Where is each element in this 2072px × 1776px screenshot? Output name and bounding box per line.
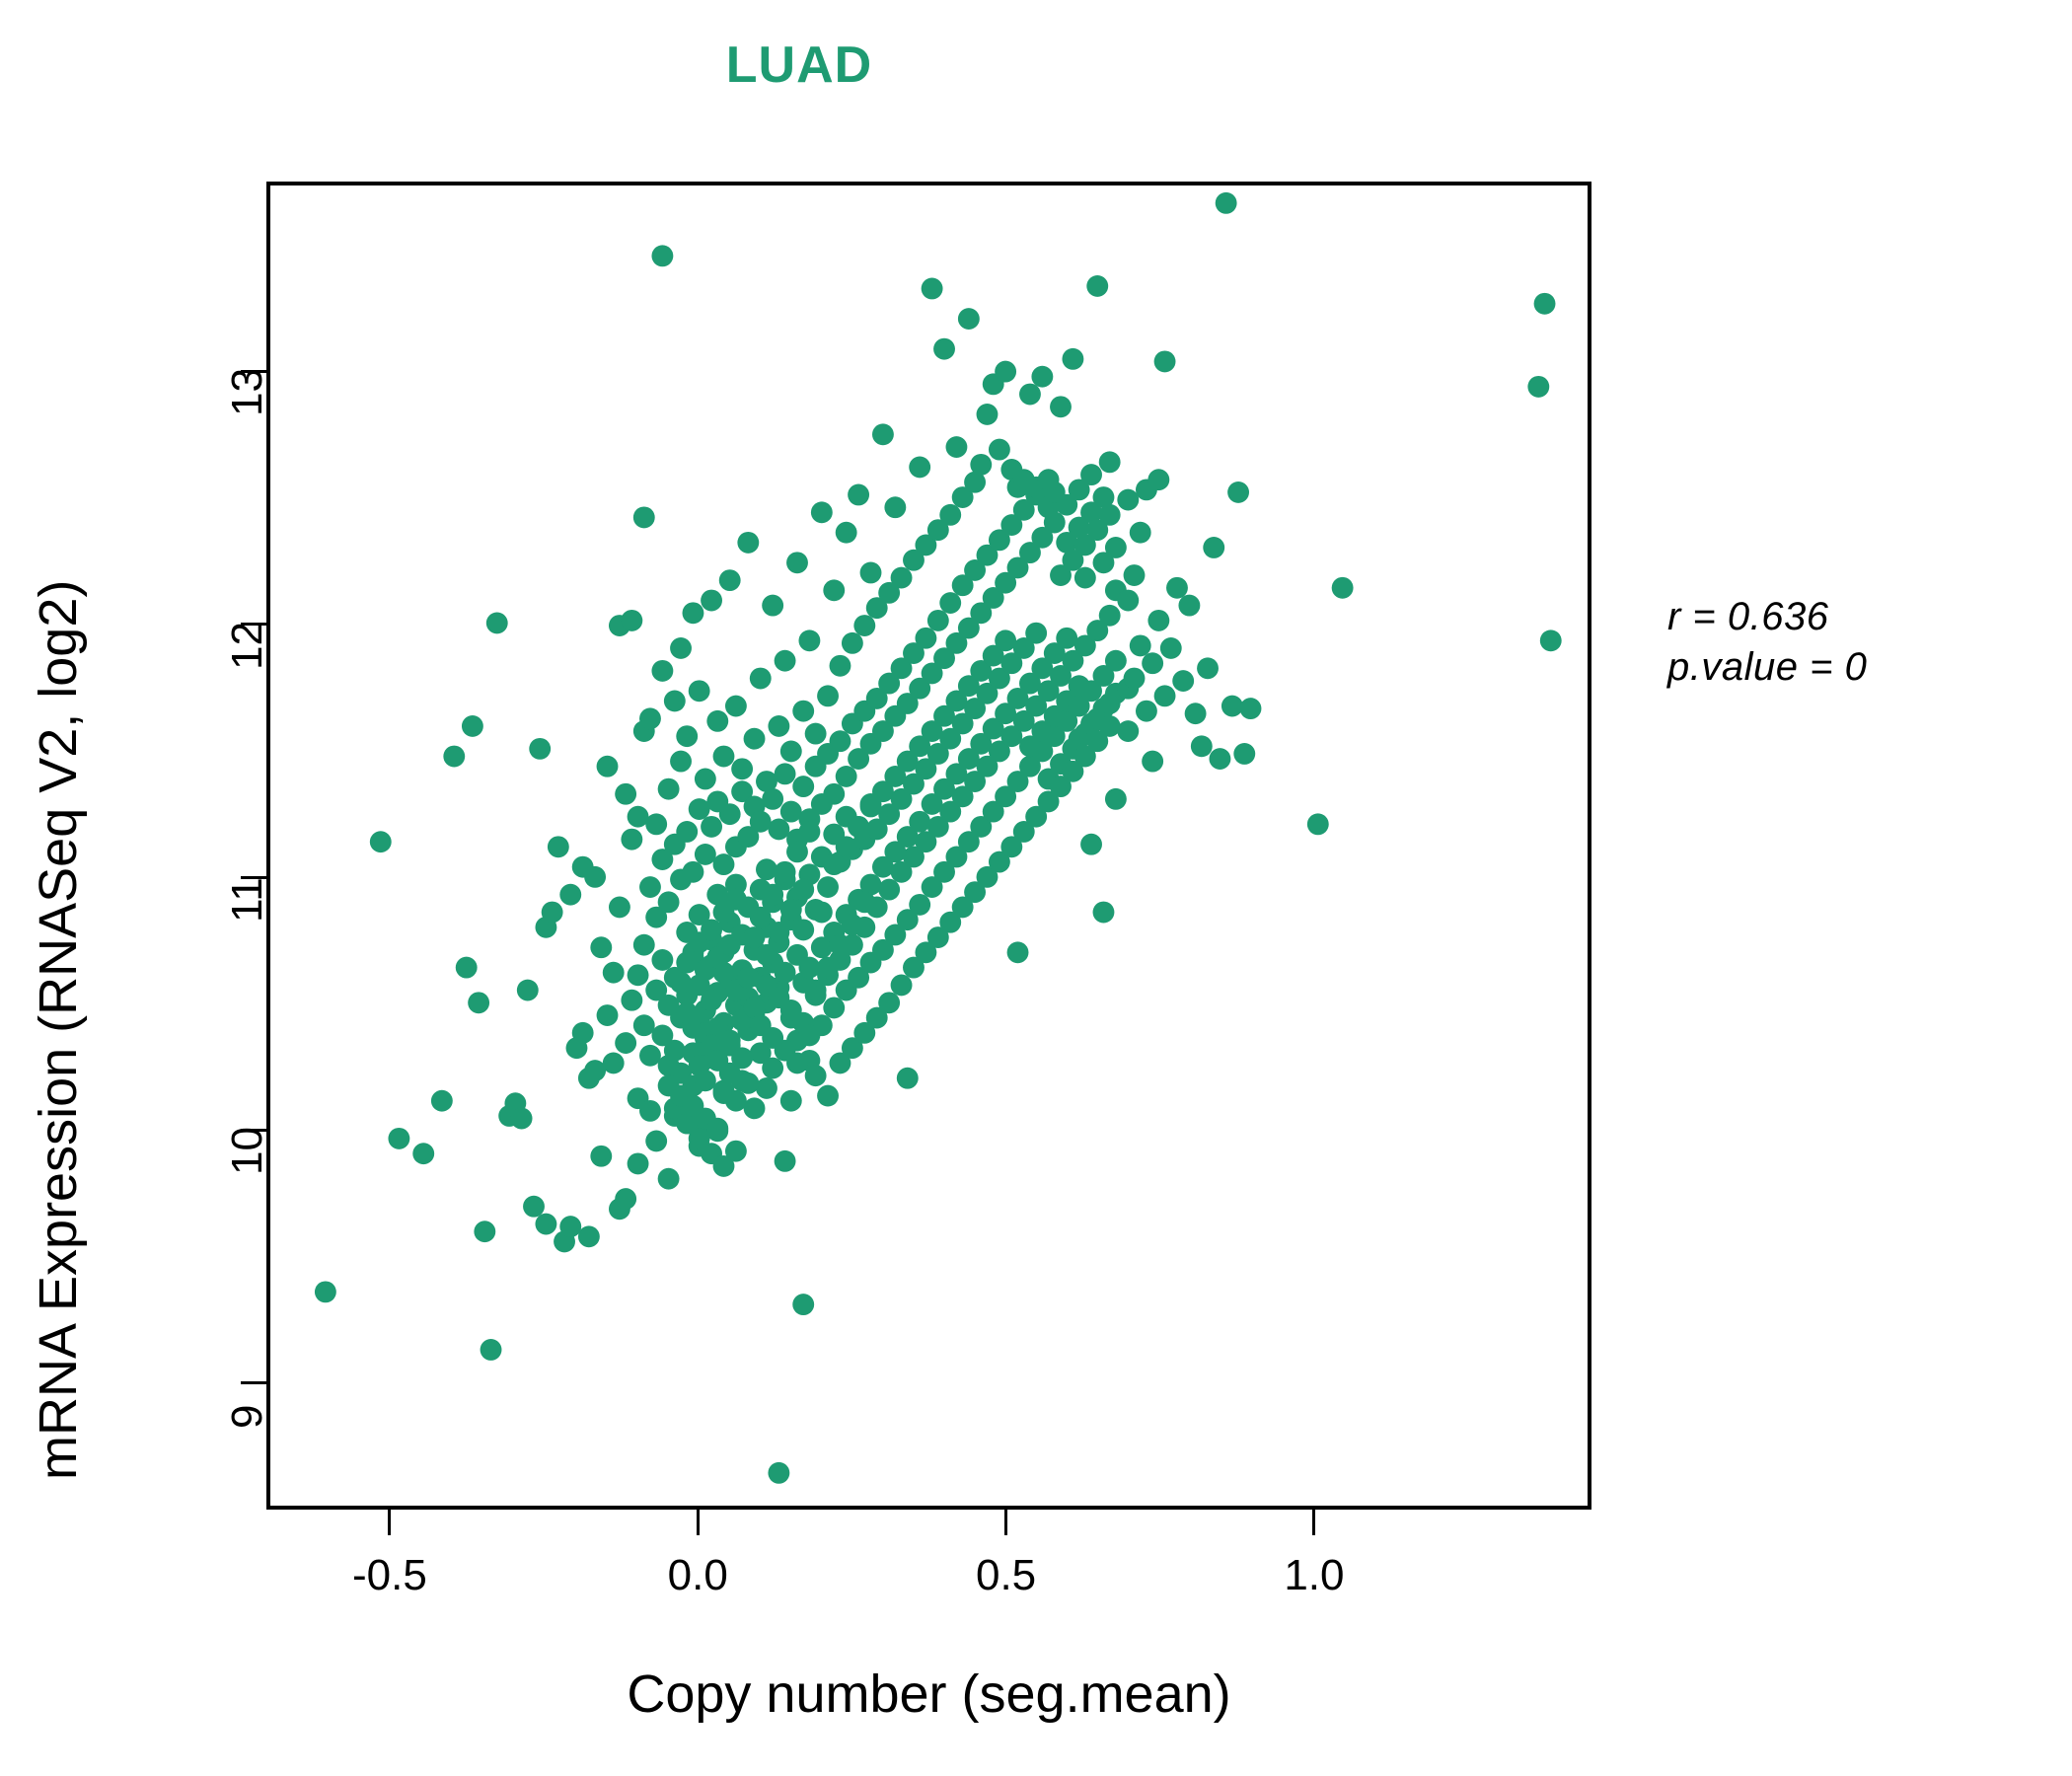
y-tick-label: 12: [223, 621, 271, 670]
scatter-points-layer: [314, 191, 1562, 1484]
x-tick-label: -0.5: [352, 1551, 427, 1599]
y-tick-label: 10: [223, 1127, 271, 1176]
correlation-annotation: r = 0.636 p.value = 0: [1667, 592, 1867, 693]
x-tick-mark: [388, 1510, 392, 1535]
y-tick-mark: [241, 875, 266, 879]
x-tick-mark: [1312, 1510, 1316, 1535]
x-axis-title: Copy number (seg.mean): [627, 1665, 1231, 1724]
y-tick-mark: [241, 623, 266, 627]
y-tick-label: 9: [223, 1404, 271, 1429]
x-tick-label: 0.0: [667, 1551, 728, 1599]
y-tick-label: 11: [223, 877, 271, 924]
annotation-r: r = 0.636: [1667, 595, 1829, 638]
x-tick-mark: [1004, 1510, 1008, 1535]
y-tick-mark: [241, 369, 266, 373]
y-tick-mark: [241, 1128, 266, 1132]
x-tick-mark: [696, 1510, 700, 1535]
x-tick-label: 0.5: [975, 1551, 1037, 1599]
annotation-pvalue: p.value = 0: [1667, 645, 1868, 690]
chart-title: LUAD: [725, 37, 873, 94]
y-tick-mark: [241, 1381, 266, 1385]
y-tick-label: 13: [223, 368, 271, 417]
x-tick-label: 1.0: [1284, 1551, 1345, 1599]
plot-area: [266, 182, 1591, 1510]
y-axis-title: mRNA Expression (RNASeq V2, log2): [29, 579, 88, 1480]
